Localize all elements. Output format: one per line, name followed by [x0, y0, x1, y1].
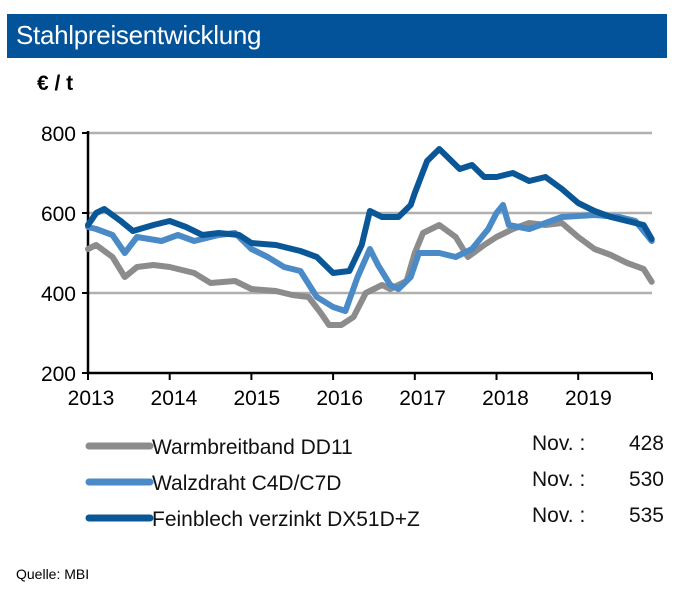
latest-label: Nov. : — [532, 432, 585, 455]
latest-value: 535 — [629, 504, 664, 527]
y-tick-label: 600 — [41, 203, 76, 226]
latest-value: 428 — [629, 432, 664, 455]
y-axis-unit: € / t — [37, 72, 74, 95]
legend-label: Feinblech verzinkt DX51D+Z — [152, 508, 420, 531]
x-tick-label: 2013 — [68, 387, 115, 410]
x-tick-label: 2014 — [151, 387, 198, 410]
legend-label: Warmbreitband DD11 — [152, 436, 353, 459]
latest-value: 530 — [629, 468, 664, 491]
series-line-3 — [85, 146, 655, 276]
chart-title: Stahlpreisentwicklung — [16, 20, 262, 50]
x-tick-label: 2016 — [316, 387, 363, 410]
legend-label: Walzdraht C4D/C7D — [152, 472, 341, 495]
series-line-2 — [85, 202, 655, 314]
y-tick-label: 400 — [41, 283, 76, 306]
x-tick-label: 2015 — [233, 387, 280, 410]
x-tick-label: 2019 — [565, 387, 612, 410]
title-banner: Stahlpreisentwicklung — [7, 14, 667, 58]
latest-label: Nov. : — [532, 504, 585, 527]
x-tick-label: 2018 — [482, 387, 529, 410]
x-tick-label: 2017 — [399, 387, 446, 410]
source-note: Quelle: MBI — [16, 566, 90, 582]
latest-label: Nov. : — [532, 468, 585, 491]
y-tick-label: 200 — [41, 363, 76, 386]
y-tick-label: 800 — [41, 123, 76, 146]
